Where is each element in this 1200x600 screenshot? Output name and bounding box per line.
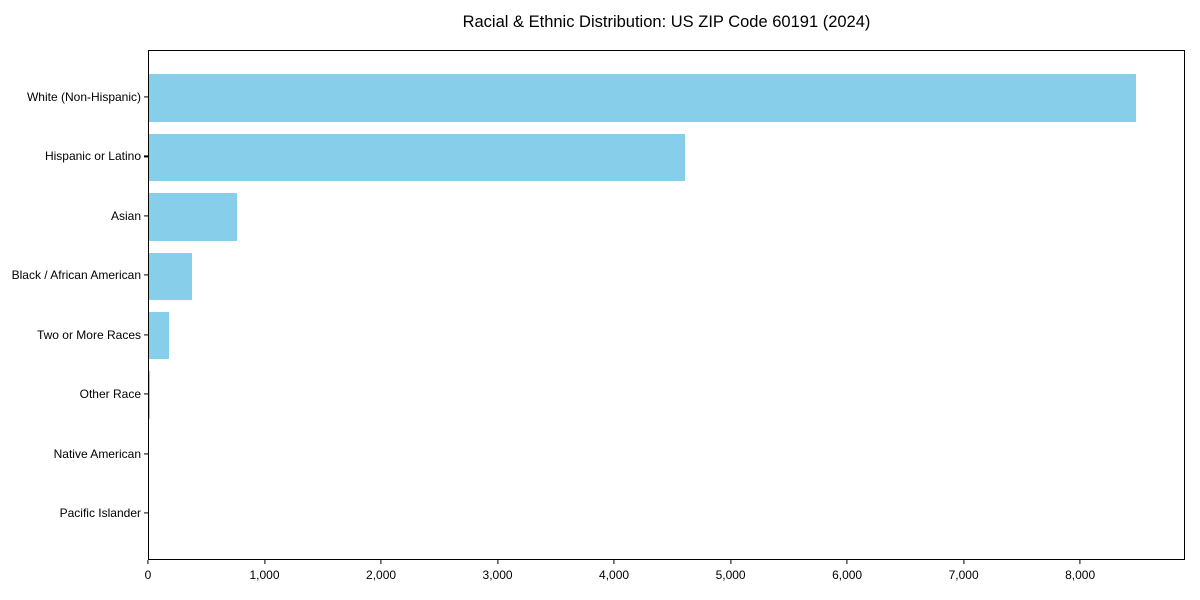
chart-title: Racial & Ethnic Distribution: US ZIP Cod… <box>462 13 871 31</box>
x-tick-mark <box>729 560 732 564</box>
x-tick-label: 4,000 <box>599 568 630 582</box>
y-tick-label: Native American <box>53 446 141 461</box>
y-tick-mark <box>144 274 148 276</box>
y-tick-label: Asian <box>110 208 141 223</box>
y-tick-mark <box>144 215 148 217</box>
x-tick-label: 2,000 <box>366 568 397 582</box>
x-tick-mark <box>380 560 382 564</box>
x-tick-mark <box>1079 560 1081 564</box>
bar-black-african-american <box>149 252 192 301</box>
x-tick-mark <box>613 560 615 564</box>
y-tick-mark <box>144 155 148 157</box>
y-tick-mark <box>144 512 148 514</box>
bar-two-or-more-races <box>149 311 170 360</box>
x-tick-mark <box>496 560 499 564</box>
y-tick-label: Pacific Islander <box>59 506 141 521</box>
x-tick-mark <box>846 560 848 564</box>
bar-asian <box>149 193 237 241</box>
y-tick-label: Hispanic or Latino <box>44 149 141 164</box>
y-tick-label: White (Non-Hispanic) <box>26 89 141 104</box>
bar-white-non-hispanic <box>149 74 1136 122</box>
x-tick-label: 5,000 <box>715 568 746 582</box>
y-tick-mark <box>144 453 148 455</box>
x-tick-mark <box>147 560 149 564</box>
bar-other-race <box>149 371 151 419</box>
y-tick-mark <box>144 96 148 98</box>
x-tick-mark <box>263 560 266 564</box>
bar-hispanic-or-latino <box>149 133 685 182</box>
x-tick-label: 3,000 <box>482 568 513 582</box>
x-tick-label: 8,000 <box>1065 568 1096 582</box>
y-tick-mark <box>144 334 148 336</box>
y-tick-label: Black / African American <box>11 268 141 283</box>
y-tick-label: Two or More Races <box>36 327 141 342</box>
y-tick-label: Other Race <box>79 387 141 402</box>
x-tick-label: 6,000 <box>832 568 863 582</box>
y-tick-mark <box>144 393 148 395</box>
x-tick-label: 1,000 <box>249 568 280 582</box>
x-tick-mark <box>963 560 965 564</box>
x-tick-label: 0 <box>144 568 152 582</box>
x-tick-label: 7,000 <box>948 568 979 582</box>
plot-area <box>148 50 1185 560</box>
